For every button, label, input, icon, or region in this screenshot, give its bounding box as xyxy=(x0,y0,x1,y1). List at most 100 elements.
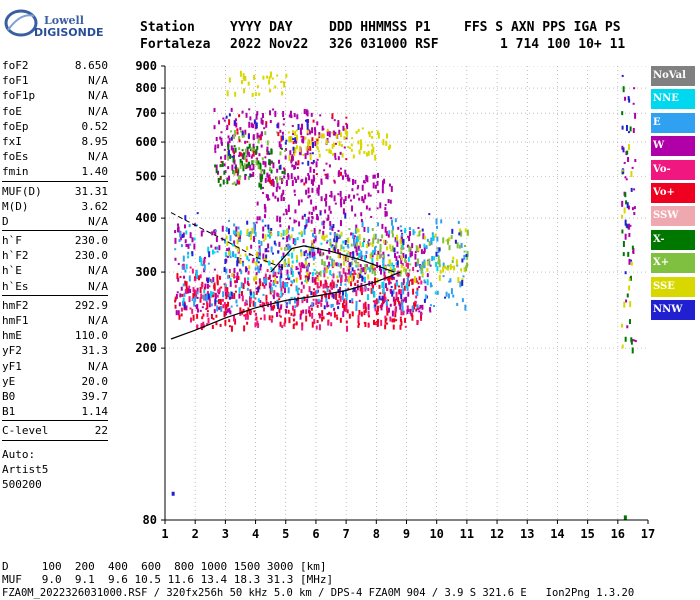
echo-point xyxy=(366,294,369,301)
echo-point xyxy=(372,284,375,289)
echo-point xyxy=(354,259,357,264)
echo-point xyxy=(444,265,447,269)
echo-point xyxy=(307,195,310,199)
echo-point xyxy=(394,237,397,243)
echo-point xyxy=(399,324,402,330)
echo-point xyxy=(293,309,296,315)
echo-point xyxy=(376,277,379,283)
echo-point xyxy=(339,295,342,302)
echo-point xyxy=(246,148,249,154)
echo-point xyxy=(241,133,244,138)
echo-point xyxy=(316,304,319,308)
x-tick-label: 13 xyxy=(520,527,534,541)
echo-point xyxy=(268,198,271,201)
echo-point xyxy=(388,183,391,187)
echo-point xyxy=(216,280,219,286)
echo-point xyxy=(200,259,203,266)
echo-point xyxy=(281,170,284,174)
echo-point xyxy=(308,145,311,149)
echo-point xyxy=(349,299,352,303)
echo-point xyxy=(294,166,297,170)
echo-point xyxy=(254,302,257,308)
echo-point xyxy=(416,234,419,237)
legend-item: X- xyxy=(651,229,695,250)
echo-point xyxy=(455,259,458,266)
echo-point xyxy=(374,154,377,161)
echo-point xyxy=(621,125,624,130)
echo-point xyxy=(352,276,355,282)
echo-point xyxy=(262,282,265,287)
echo-point xyxy=(385,287,388,291)
echo-point xyxy=(449,278,452,283)
echo-point xyxy=(629,275,632,281)
echo-point xyxy=(268,260,271,266)
echo-point xyxy=(271,252,274,255)
echo-point xyxy=(322,252,325,256)
echo-point xyxy=(262,293,265,296)
echo-point xyxy=(174,237,177,244)
y-tick-label: 200 xyxy=(135,341,157,355)
echo-point xyxy=(226,124,229,130)
echo-point xyxy=(248,108,251,111)
echo-point xyxy=(292,324,295,330)
echo-point xyxy=(291,281,294,284)
echo-point xyxy=(287,274,290,278)
echo-point xyxy=(238,293,241,299)
echo-point xyxy=(258,135,261,139)
echo-point xyxy=(266,172,269,178)
echo-point xyxy=(426,267,429,272)
echo-point xyxy=(431,255,434,261)
echo-point xyxy=(185,281,188,288)
echo-point xyxy=(373,234,376,241)
echo-point xyxy=(312,141,315,148)
echo-point xyxy=(224,154,227,160)
echo-point xyxy=(237,175,240,180)
echo-point xyxy=(221,298,224,302)
echo-point xyxy=(241,291,244,297)
echo-point xyxy=(282,189,285,195)
echo-point xyxy=(388,264,391,267)
echo-point xyxy=(343,199,346,205)
echo-point xyxy=(300,231,303,237)
echo-point xyxy=(203,294,206,301)
echo-point xyxy=(288,225,291,230)
echo-point xyxy=(333,311,336,318)
echo-point xyxy=(250,244,253,249)
echo-point xyxy=(243,325,246,332)
echo-point xyxy=(226,179,229,185)
echo-point xyxy=(361,196,364,202)
echo-point xyxy=(296,237,299,241)
echo-point xyxy=(237,232,240,235)
echo-point xyxy=(346,254,349,261)
echo-point xyxy=(381,223,384,229)
echo-point xyxy=(351,298,354,302)
echo-point xyxy=(223,119,226,122)
echo-point xyxy=(378,253,381,259)
echo-point xyxy=(233,273,236,279)
echo-point xyxy=(254,297,257,300)
echo-point xyxy=(234,284,237,288)
echo-point xyxy=(198,275,201,281)
echo-point xyxy=(272,108,275,111)
echo-point xyxy=(179,293,182,298)
param-name: foE xyxy=(2,104,22,118)
echo-point xyxy=(298,221,301,227)
echo-point xyxy=(380,319,383,326)
echo-point xyxy=(351,312,354,317)
echo-point xyxy=(219,323,222,327)
echo-point xyxy=(388,144,391,149)
echo-point xyxy=(258,153,261,157)
echo-point xyxy=(176,273,179,280)
echo-point xyxy=(370,252,373,256)
echo-point xyxy=(231,182,234,185)
echo-point xyxy=(398,285,401,288)
echo-point xyxy=(202,313,205,317)
echo-point xyxy=(227,135,230,139)
echo-point xyxy=(247,81,250,86)
echo-point xyxy=(234,280,237,284)
echo-point xyxy=(347,278,350,284)
echo-point xyxy=(265,294,268,301)
echo-point xyxy=(262,226,265,232)
echo-point xyxy=(363,237,366,241)
echo-point xyxy=(237,235,240,242)
